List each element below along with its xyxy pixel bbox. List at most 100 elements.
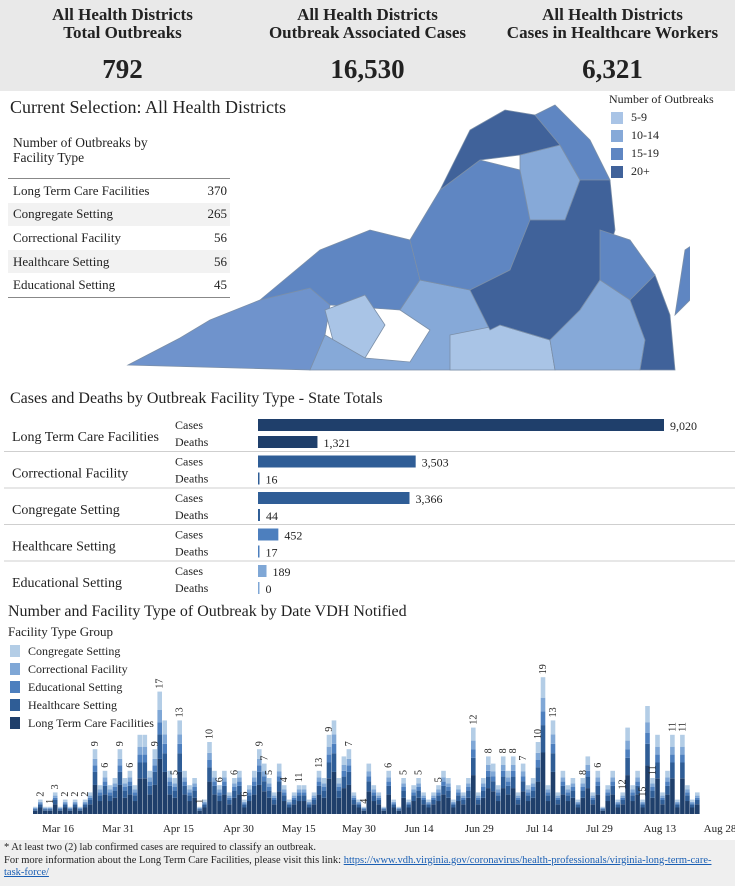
timeline-bar-segment bbox=[202, 801, 207, 804]
timeline-legend-item[interactable]: Congregate Setting bbox=[10, 642, 154, 660]
measure-label: Cases bbox=[175, 528, 203, 542]
data-label: 189 bbox=[273, 565, 291, 579]
district-region-southwest[interactable] bbox=[126, 287, 331, 371]
timeline-bar-segment bbox=[640, 803, 645, 805]
ltc-task-force-link[interactable]: https://www.vdh.virginia.gov/coronavirus… bbox=[4, 854, 712, 879]
map-legend-item[interactable]: 15-19 bbox=[611, 146, 714, 161]
timeline-bar-segment bbox=[615, 807, 620, 814]
timeline-bar-segment bbox=[177, 734, 182, 744]
timeline-bar-segment bbox=[461, 797, 466, 800]
timeline-bar-segment bbox=[635, 781, 640, 786]
bar-value-label: 7 bbox=[259, 756, 270, 761]
timeline-bar-segment bbox=[87, 795, 93, 798]
legend-swatch bbox=[10, 645, 20, 657]
legend-swatch bbox=[10, 681, 20, 693]
timeline-bar-segment bbox=[122, 778, 128, 784]
timeline-bar-segment bbox=[630, 789, 635, 793]
timeline-bar-segment bbox=[620, 792, 625, 796]
timeline-bar-segment bbox=[565, 789, 571, 793]
timeline-bar-segment bbox=[565, 795, 571, 802]
bar-value-label: 8 bbox=[498, 748, 509, 753]
timeline-bar-segment bbox=[102, 794, 108, 814]
timeline-bar-segment bbox=[177, 720, 182, 735]
timeline-bar-segment bbox=[401, 787, 406, 791]
timeline-bar-segment bbox=[421, 797, 426, 800]
facility-row[interactable]: Congregate Setting 265 bbox=[8, 202, 230, 227]
timeline-bar-segment bbox=[276, 781, 282, 792]
district-region-eastern-shore[interactable] bbox=[674, 240, 690, 317]
timeline-bar-segment bbox=[575, 801, 581, 804]
bar-value-label: 9 bbox=[324, 727, 335, 732]
timeline-bar-segment bbox=[257, 765, 262, 772]
timeline-bar-segment bbox=[595, 770, 601, 778]
timeline-bar-segment bbox=[620, 797, 625, 800]
timeline-bar-segment bbox=[52, 795, 58, 798]
timeline-bar-segment bbox=[640, 799, 645, 802]
x-tick-label: Mar 16 bbox=[42, 823, 75, 835]
timeline-bar-segment bbox=[515, 797, 521, 800]
timeline-bar-segment bbox=[685, 795, 690, 802]
timeline-bar-segment bbox=[102, 770, 108, 778]
timeline-bar-segment bbox=[675, 803, 680, 805]
timeline-chart: 2132229696111191751311066697541113974655… bbox=[33, 664, 735, 835]
map-legend-item[interactable]: 10-14 bbox=[611, 128, 714, 143]
timeline-bar-segment bbox=[680, 746, 685, 755]
timeline-bar-segment bbox=[515, 804, 521, 814]
timeline-bar-segment bbox=[660, 797, 665, 800]
timeline-bar-segment bbox=[117, 771, 123, 785]
timeline-bar-segment bbox=[97, 795, 103, 802]
facility-row[interactable]: Educational Setting 45 bbox=[8, 273, 230, 297]
timeline-bar-segment bbox=[67, 808, 73, 810]
timeline-bar-segment bbox=[117, 758, 123, 766]
cases-bar bbox=[258, 492, 410, 504]
timeline-bar-segment bbox=[575, 804, 581, 808]
category-label: Healthcare Setting bbox=[12, 540, 116, 555]
timeline-bar-segment bbox=[565, 792, 571, 796]
facility-row[interactable]: Healthcare Setting 56 bbox=[8, 249, 230, 274]
timeline-bar-segment bbox=[242, 807, 247, 814]
timeline-bar-segment bbox=[690, 801, 695, 804]
timeline-bar-segment bbox=[187, 801, 192, 814]
timeline-legend-item[interactable]: Educational Setting bbox=[10, 678, 154, 696]
timeline-bar-segment bbox=[321, 797, 327, 814]
timeline-bar-segment bbox=[675, 799, 680, 802]
timeline-bar-segment bbox=[486, 770, 491, 777]
bar-value-label: 12 bbox=[468, 715, 479, 725]
timeline-bar-segment bbox=[396, 808, 401, 810]
measure-label: Cases bbox=[175, 564, 203, 578]
facility-row[interactable]: Correctional Facility 56 bbox=[8, 226, 230, 250]
timeline-bar-segment bbox=[212, 785, 217, 795]
timeline-legend-item[interactable]: Healthcare Setting bbox=[10, 696, 154, 714]
timeline-bar-segment bbox=[311, 795, 317, 798]
timeline-bar-segment bbox=[451, 803, 456, 805]
kpi-title-line1: All Health Districts bbox=[542, 5, 683, 24]
timeline-bar-segment bbox=[316, 781, 322, 786]
timeline-bar-segment bbox=[296, 801, 302, 814]
timeline-bar-segment bbox=[625, 727, 630, 741]
timeline-bar-segment bbox=[262, 763, 267, 772]
facility-row[interactable]: Long Term Care Facilities 370 bbox=[8, 179, 230, 203]
timeline-bar-segment bbox=[142, 778, 148, 814]
timeline-bar-segment bbox=[361, 806, 367, 808]
category-label: Educational Setting bbox=[12, 576, 122, 591]
district-region-coastal[interactable] bbox=[629, 274, 676, 371]
timeline-bar-segment bbox=[630, 801, 635, 814]
bar-value-label: 10 bbox=[205, 729, 216, 739]
timeline-legend-item[interactable]: Correctional Facility bbox=[10, 660, 154, 678]
map-legend-item[interactable]: 5-9 bbox=[611, 110, 714, 125]
timeline-bar-segment bbox=[655, 754, 660, 763]
timeline-bar-segment bbox=[112, 790, 118, 798]
timeline-bar-segment bbox=[286, 801, 292, 804]
timeline-bar-segment bbox=[486, 776, 491, 789]
timeline-legend-item[interactable]: Long Term Care Facilities bbox=[10, 714, 154, 732]
timeline-bar-segment bbox=[376, 795, 382, 798]
timeline-bar-segment bbox=[217, 795, 222, 802]
timeline-bar-segment bbox=[580, 797, 586, 814]
timeline-bar-segment bbox=[137, 762, 143, 779]
facility-label: Educational Setting bbox=[13, 277, 116, 293]
timeline-bar-segment bbox=[610, 777, 615, 782]
map-legend-item[interactable]: 20+ bbox=[611, 164, 714, 179]
timeline-bar-segment bbox=[615, 803, 620, 805]
virginia-district-map[interactable] bbox=[110, 100, 690, 375]
timeline-bar-segment bbox=[192, 797, 197, 814]
